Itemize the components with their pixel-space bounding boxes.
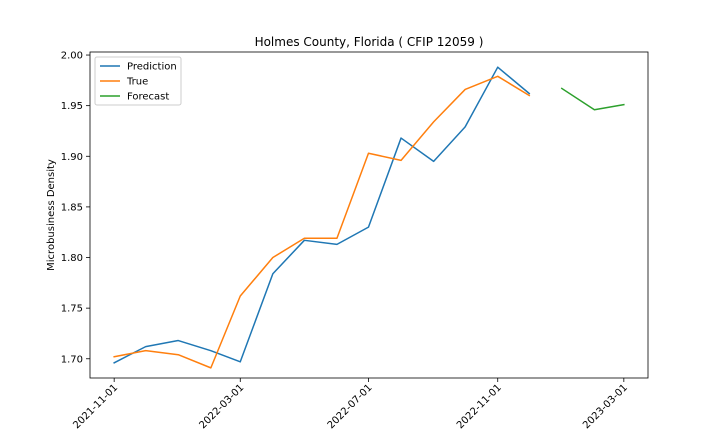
y-tick-label: 1.75 (61, 304, 83, 315)
legend-box (94, 56, 182, 106)
legend-label-forecast: Forecast (127, 92, 169, 103)
legend: Prediction True Forecast (94, 56, 182, 106)
legend-label-true: True (126, 77, 148, 88)
y-tick-label: 2.00 (61, 51, 83, 62)
series-line-forecast (560, 87, 625, 111)
y-tick-label: 1.70 (61, 354, 83, 365)
series-line-true (113, 75, 531, 369)
legend-label-prediction: Prediction (127, 62, 177, 73)
y-tick-label: 1.85 (61, 202, 83, 213)
x-tick-label: 2023-03-01 (581, 382, 630, 431)
series-layer (113, 66, 625, 369)
chart-title: Holmes County, Florida ( CFIP 12059 ) (255, 35, 484, 49)
x-tick-label: 2022-07-01 (326, 382, 375, 431)
x-tick-label: 2021-11-01 (71, 382, 120, 431)
y-tick-label: 1.90 (61, 152, 83, 163)
x-tick-label: 2022-11-01 (455, 382, 504, 431)
y-axis-title: Microbusiness Density (46, 159, 57, 271)
series-line-prediction (113, 66, 531, 364)
plot-frame (89, 51, 649, 379)
x-tick-label: 2022-03-01 (198, 382, 247, 431)
y-tick-label: 1.95 (61, 101, 83, 112)
y-tick-label: 1.80 (61, 253, 83, 264)
axes-layer: 1.70 1.75 1.80 1.85 1.90 1.95 2.00 2021-11-01 20… (61, 51, 630, 432)
